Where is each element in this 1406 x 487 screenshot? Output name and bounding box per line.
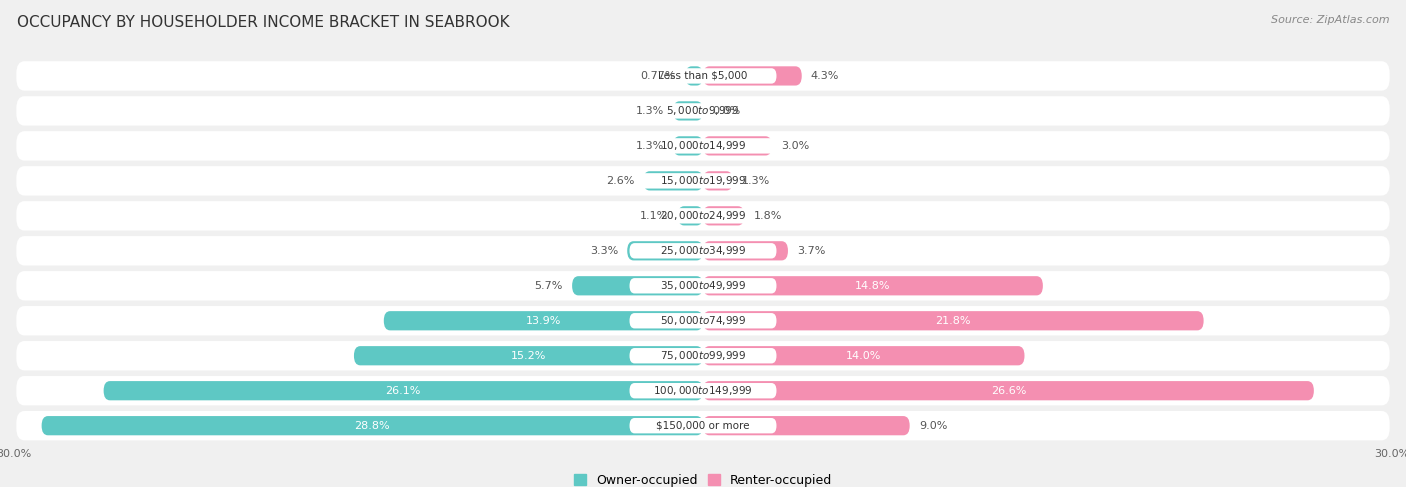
FancyBboxPatch shape: [630, 208, 776, 224]
Text: $50,000 to $74,999: $50,000 to $74,999: [659, 314, 747, 327]
FancyBboxPatch shape: [703, 66, 801, 86]
FancyBboxPatch shape: [354, 346, 703, 365]
FancyBboxPatch shape: [703, 206, 744, 225]
FancyBboxPatch shape: [17, 341, 1389, 371]
Text: $100,000 to $149,999: $100,000 to $149,999: [654, 384, 752, 397]
Text: Less than $5,000: Less than $5,000: [658, 71, 748, 81]
FancyBboxPatch shape: [673, 101, 703, 120]
FancyBboxPatch shape: [630, 383, 776, 398]
FancyBboxPatch shape: [17, 376, 1389, 405]
FancyBboxPatch shape: [678, 206, 703, 225]
FancyBboxPatch shape: [703, 241, 787, 261]
FancyBboxPatch shape: [703, 416, 910, 435]
Text: $150,000 or more: $150,000 or more: [657, 421, 749, 431]
FancyBboxPatch shape: [17, 166, 1389, 196]
FancyBboxPatch shape: [630, 173, 776, 188]
FancyBboxPatch shape: [630, 313, 776, 328]
Text: Source: ZipAtlas.com: Source: ZipAtlas.com: [1271, 15, 1389, 25]
Text: 3.3%: 3.3%: [589, 246, 619, 256]
Text: 21.8%: 21.8%: [935, 316, 972, 326]
Text: 26.6%: 26.6%: [991, 386, 1026, 396]
Legend: Owner-occupied, Renter-occupied: Owner-occupied, Renter-occupied: [574, 474, 832, 487]
FancyBboxPatch shape: [17, 411, 1389, 440]
Text: 9.0%: 9.0%: [920, 421, 948, 431]
Text: 4.3%: 4.3%: [811, 71, 839, 81]
Text: 14.8%: 14.8%: [855, 281, 890, 291]
Text: 13.9%: 13.9%: [526, 316, 561, 326]
Text: 26.1%: 26.1%: [385, 386, 420, 396]
FancyBboxPatch shape: [630, 243, 776, 259]
FancyBboxPatch shape: [630, 348, 776, 363]
FancyBboxPatch shape: [17, 236, 1389, 265]
FancyBboxPatch shape: [42, 416, 703, 435]
FancyBboxPatch shape: [673, 136, 703, 155]
FancyBboxPatch shape: [17, 61, 1389, 91]
Text: $5,000 to $9,999: $5,000 to $9,999: [666, 104, 740, 117]
FancyBboxPatch shape: [703, 311, 1204, 330]
Text: $20,000 to $24,999: $20,000 to $24,999: [659, 209, 747, 223]
Text: 2.6%: 2.6%: [606, 176, 634, 186]
Text: 15.2%: 15.2%: [510, 351, 546, 361]
FancyBboxPatch shape: [17, 306, 1389, 336]
FancyBboxPatch shape: [630, 278, 776, 294]
FancyBboxPatch shape: [384, 311, 703, 330]
Text: $75,000 to $99,999: $75,000 to $99,999: [659, 349, 747, 362]
Text: 0.77%: 0.77%: [641, 71, 676, 81]
FancyBboxPatch shape: [17, 131, 1389, 161]
Text: 3.7%: 3.7%: [797, 246, 825, 256]
Text: 1.8%: 1.8%: [754, 211, 782, 221]
FancyBboxPatch shape: [703, 136, 772, 155]
FancyBboxPatch shape: [703, 346, 1025, 365]
FancyBboxPatch shape: [630, 103, 776, 119]
FancyBboxPatch shape: [627, 241, 703, 261]
FancyBboxPatch shape: [17, 271, 1389, 300]
FancyBboxPatch shape: [630, 418, 776, 433]
Text: 28.8%: 28.8%: [354, 421, 389, 431]
Text: OCCUPANCY BY HOUSEHOLDER INCOME BRACKET IN SEABROOK: OCCUPANCY BY HOUSEHOLDER INCOME BRACKET …: [17, 15, 509, 30]
Text: 14.0%: 14.0%: [846, 351, 882, 361]
FancyBboxPatch shape: [703, 171, 733, 190]
FancyBboxPatch shape: [644, 171, 703, 190]
Text: 1.1%: 1.1%: [640, 211, 669, 221]
FancyBboxPatch shape: [572, 276, 703, 296]
Text: 3.0%: 3.0%: [782, 141, 810, 151]
FancyBboxPatch shape: [104, 381, 703, 400]
FancyBboxPatch shape: [685, 66, 703, 86]
Text: $15,000 to $19,999: $15,000 to $19,999: [659, 174, 747, 187]
FancyBboxPatch shape: [630, 68, 776, 84]
Text: 1.3%: 1.3%: [636, 106, 664, 116]
FancyBboxPatch shape: [17, 96, 1389, 126]
FancyBboxPatch shape: [703, 276, 1043, 296]
FancyBboxPatch shape: [630, 138, 776, 153]
Text: 1.3%: 1.3%: [636, 141, 664, 151]
FancyBboxPatch shape: [17, 201, 1389, 230]
Text: 0.0%: 0.0%: [713, 106, 741, 116]
FancyBboxPatch shape: [703, 381, 1313, 400]
Text: $35,000 to $49,999: $35,000 to $49,999: [659, 279, 747, 292]
Text: 5.7%: 5.7%: [534, 281, 562, 291]
Text: $10,000 to $14,999: $10,000 to $14,999: [659, 139, 747, 152]
Text: 1.3%: 1.3%: [742, 176, 770, 186]
Text: $25,000 to $34,999: $25,000 to $34,999: [659, 244, 747, 257]
